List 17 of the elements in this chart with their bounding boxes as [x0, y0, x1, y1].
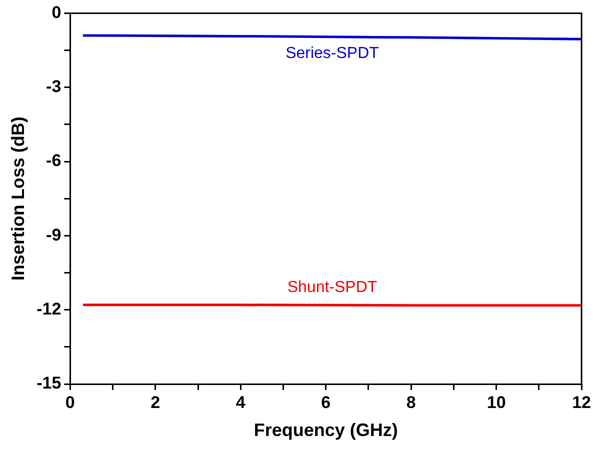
series-label: Series-SPDT	[286, 44, 380, 62]
x-axis-title: Frequency (GHz)	[254, 420, 398, 440]
x-tick-label: 2	[150, 392, 160, 412]
x-tick-label: 6	[321, 392, 331, 412]
y-tick-label: -3	[46, 77, 62, 96]
x-tick-label: 0	[65, 392, 75, 412]
x-tick-label: 4	[236, 392, 246, 412]
x-tick-label: 10	[486, 392, 506, 412]
y-axis-title: Insertion Loss (dB)	[8, 116, 28, 281]
y-tick-label: -9	[46, 225, 62, 244]
y-tick-label: -15	[36, 374, 62, 393]
x-tick-label: 8	[406, 392, 416, 412]
y-tick-label: -6	[46, 151, 62, 170]
y-tick-label: -12	[36, 300, 62, 319]
x-tick-label: 12	[572, 392, 592, 412]
series-label: Shunt-SPDT	[287, 278, 378, 296]
y-tick-label: 0	[52, 2, 62, 22]
